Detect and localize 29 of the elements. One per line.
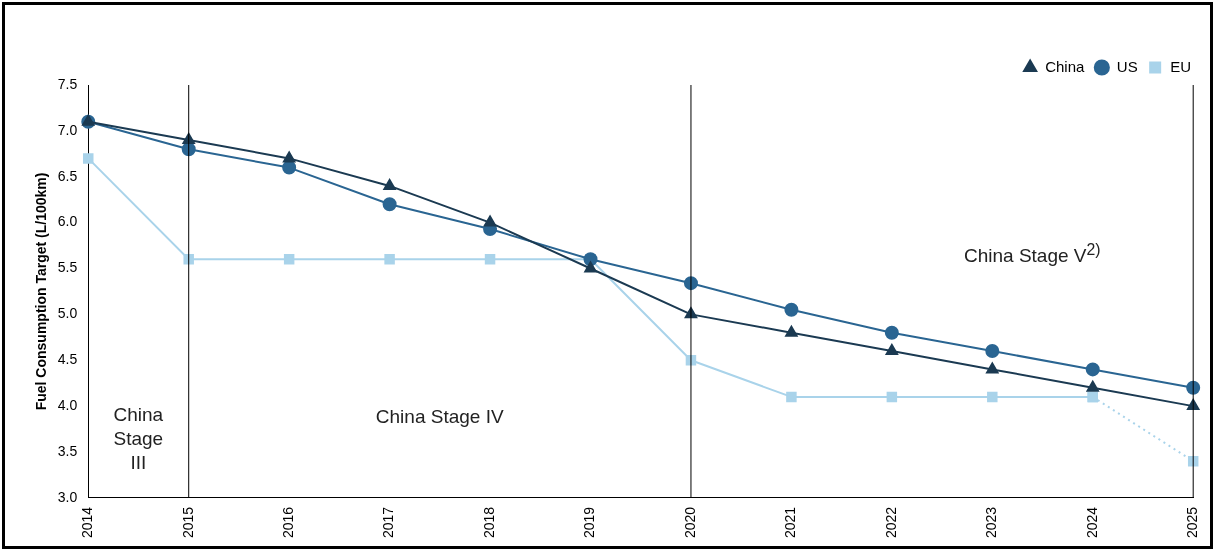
legend-label: China bbox=[1045, 57, 1085, 75]
x-tick-label: 2017 bbox=[380, 506, 397, 539]
y-axis-title: Fuel Consumption Target (L/100km) bbox=[33, 172, 50, 411]
y-tick-label: 5.0 bbox=[57, 305, 78, 322]
x-tick-label: 2015 bbox=[179, 506, 196, 539]
x-tick-label: 2024 bbox=[1083, 506, 1100, 539]
x-tick-label: 2014 bbox=[79, 506, 96, 539]
x-tick-label: 2016 bbox=[280, 506, 297, 539]
y-tick-label: 7.0 bbox=[57, 121, 78, 138]
x-tick-label: 2023 bbox=[983, 506, 1000, 539]
x-tick-label: 2018 bbox=[480, 506, 497, 539]
annotation: China Stage III bbox=[113, 402, 164, 475]
x-tick-label: 2020 bbox=[681, 506, 698, 539]
x-tick-label: 2022 bbox=[882, 506, 899, 539]
legend-label: US bbox=[1116, 57, 1138, 75]
legend-label: EU bbox=[1170, 57, 1192, 75]
y-tick-label: 3.0 bbox=[57, 488, 78, 505]
y-tick-label: 4.5 bbox=[57, 351, 78, 368]
annotation: China Stage V$^{2)}$ bbox=[963, 240, 1101, 269]
y-tick-label: 7.5 bbox=[57, 75, 78, 92]
y-tick-label: 6.5 bbox=[57, 167, 78, 184]
x-tick-label: 2025 bbox=[1184, 506, 1201, 539]
x-tick-label: 2021 bbox=[782, 506, 799, 539]
annotation: China Stage IV bbox=[375, 405, 504, 430]
y-tick-label: 3.5 bbox=[57, 442, 78, 459]
x-tick-label: 2019 bbox=[581, 506, 598, 539]
y-tick-label: 6.0 bbox=[57, 213, 78, 230]
y-tick-label: 4.0 bbox=[57, 396, 78, 413]
y-tick-label: 5.5 bbox=[57, 259, 78, 276]
